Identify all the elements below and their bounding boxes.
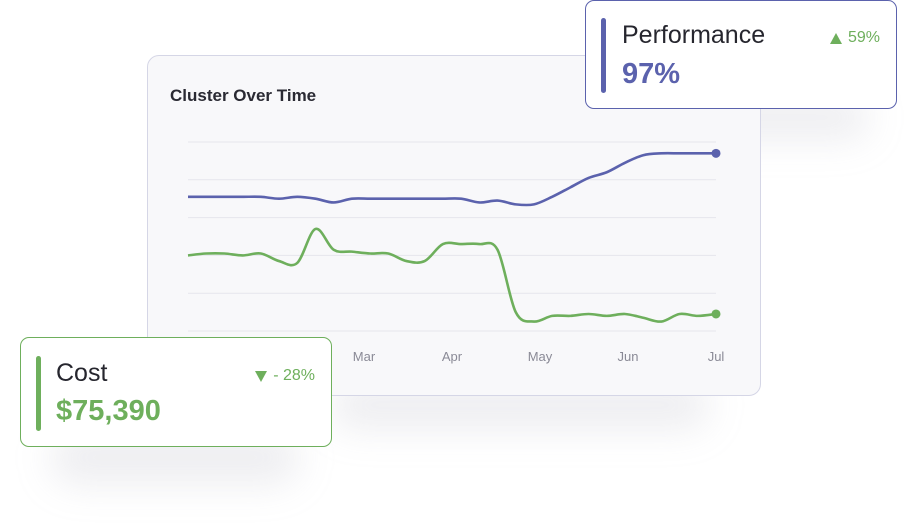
cost-value: $75,390: [56, 395, 161, 427]
series-line: [188, 151, 716, 207]
cost-card: Cost $75,390 - 28%: [20, 337, 332, 447]
cost-change-text: - 28%: [273, 367, 315, 384]
chart-title: Cluster Over Time: [170, 86, 317, 105]
x-tick-label: May: [528, 349, 553, 364]
performance-card: Performance 97% 59%: [585, 0, 897, 109]
series-end-point: [711, 309, 721, 319]
performance-label: Performance: [622, 21, 766, 49]
arrow-down-icon: [255, 370, 268, 382]
performance-change-text: 59%: [847, 29, 880, 46]
performance-change: 59%: [829, 29, 880, 47]
x-tick-label: Apr: [442, 349, 463, 364]
arrow-up-icon: [829, 32, 842, 44]
series-line: [187, 227, 717, 323]
line-chart: Mar Apr May Jun Jul: [187, 141, 725, 364]
x-tick-label: Jul: [708, 349, 725, 364]
series-end-point: [711, 148, 721, 158]
cost-change: - 28%: [255, 367, 315, 385]
cost-accent-bar: [36, 356, 41, 431]
cost-label: Cost: [56, 359, 108, 387]
x-tick-label: Jun: [618, 349, 639, 364]
performance-value: 97%: [622, 58, 681, 90]
x-tick-label: Mar: [353, 349, 376, 364]
performance-accent-bar: [601, 18, 606, 93]
